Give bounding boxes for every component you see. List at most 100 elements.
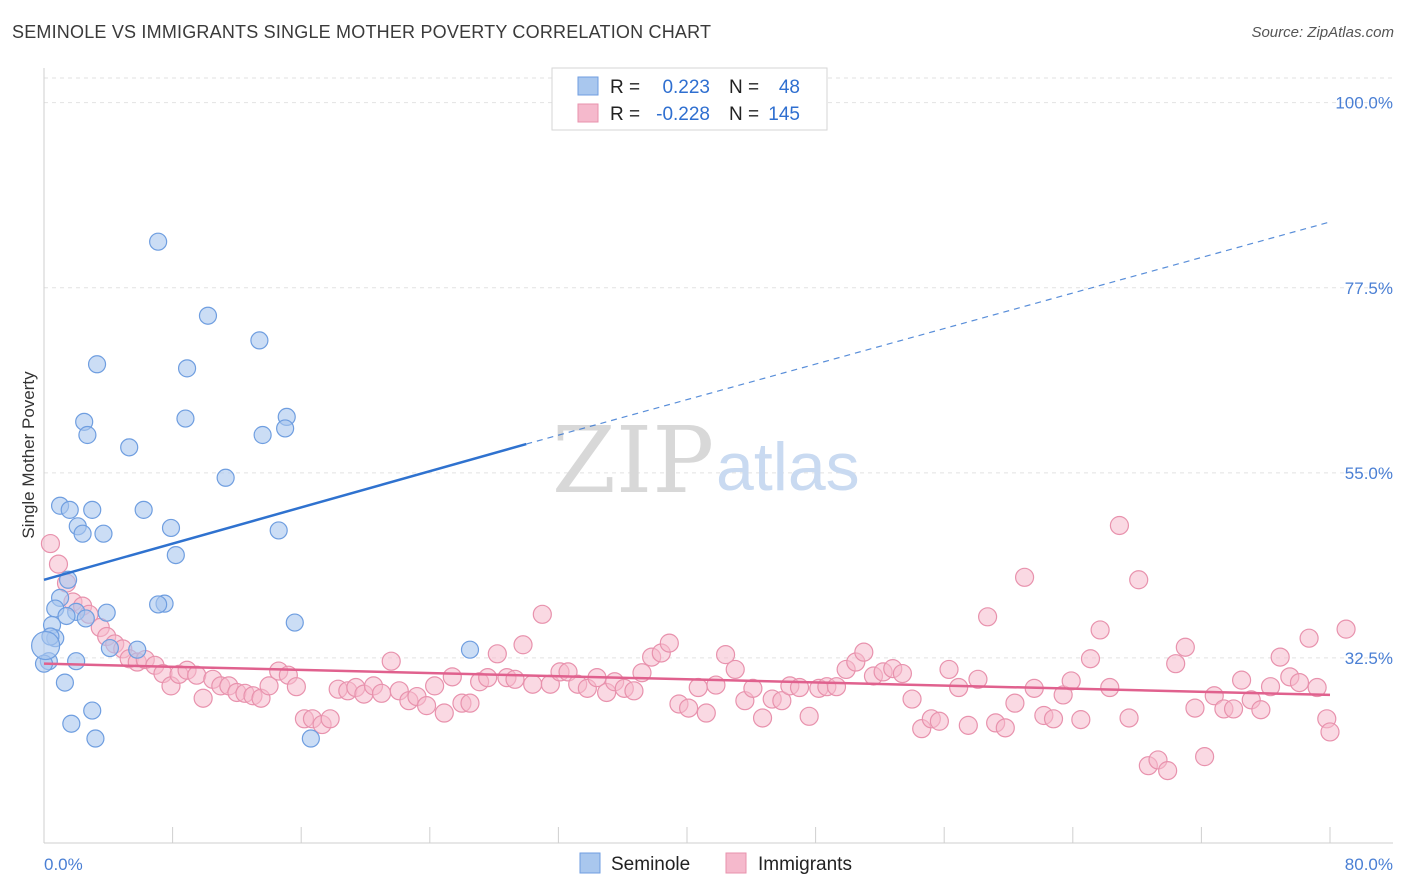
immigrants-point-104 (958, 715, 978, 735)
seminole-point-19 (269, 521, 288, 540)
immigrants-point-125 (1158, 761, 1178, 781)
immigrants-point-57 (523, 674, 543, 694)
immigrants-point-74 (679, 698, 699, 718)
immigrants-point-118 (1090, 620, 1110, 640)
seminole-point-9 (253, 425, 272, 445)
x-tick-right: 80.0% (1345, 855, 1393, 874)
immigrants-point-137 (1270, 647, 1290, 667)
legend-r-value-2: -0.228 (656, 104, 710, 125)
legend-swatch-immigrants (577, 103, 599, 123)
immigrants-point-41 (381, 651, 401, 671)
seminole-point-16 (134, 500, 153, 519)
immigrants-point-119 (1100, 677, 1120, 698)
immigrants-point-133 (1231, 670, 1252, 690)
immigrants-point-103 (949, 677, 969, 698)
immigrants-point-102 (939, 659, 959, 680)
seminole-point-0 (149, 232, 168, 251)
seminole-point-14 (60, 500, 79, 519)
seminole-point-21 (94, 524, 113, 543)
immigrants-point-120 (1109, 515, 1130, 536)
immigrants-point-116 (1071, 710, 1091, 730)
immigrants-point-113 (1043, 709, 1064, 729)
immigrants-point-110 (1014, 567, 1035, 587)
immigrants-point-87 (799, 706, 819, 726)
immigrants-point-121 (1119, 708, 1139, 728)
immigrants-point-78 (715, 645, 736, 665)
immigrants-point-136 (1260, 677, 1281, 697)
immigrants-point-117 (1080, 649, 1101, 669)
seminole-point-15 (83, 500, 102, 519)
immigrants-point-68 (624, 681, 644, 701)
immigrants-point-105 (968, 669, 988, 689)
x-tick-left: 0.0% (44, 855, 83, 874)
immigrants-point-47 (434, 703, 454, 723)
seminole-point-29 (57, 606, 76, 626)
legend-n-value-2: 145 (768, 104, 800, 125)
seminole-trend-line (43, 442, 527, 581)
legend-swatch-seminole (577, 76, 599, 96)
y-tick-label-2: 55.0% (1345, 464, 1393, 483)
series-legend: Seminole Immigrants (579, 852, 852, 875)
legend-n-label-1: N = (729, 77, 759, 98)
immigrants-point-143 (1320, 722, 1340, 742)
immigrants-point-126 (1166, 654, 1186, 674)
seminole-point-1 (198, 306, 218, 325)
y-tick-label-1: 77.5% (1345, 279, 1393, 298)
immigrants-point-19 (193, 688, 213, 708)
immigrants-point-135 (1251, 700, 1271, 720)
legend-n-value-1: 48 (779, 77, 800, 98)
immigrants-point-34 (320, 709, 340, 729)
immigrants-point-101 (929, 711, 949, 731)
immigrants-point-98 (902, 689, 922, 709)
immigrants-point-46 (425, 676, 445, 696)
seminole-point-42 (55, 673, 74, 692)
immigrants-point-132 (1223, 699, 1244, 719)
seminole-trend-extension (526, 221, 1331, 445)
y-tick-labels: 100.0% 77.5% 55.0% 32.5% (1335, 94, 1393, 668)
immigrants-point-72 (659, 633, 679, 653)
seminole-point-10 (78, 425, 97, 445)
seminole-point-36 (100, 638, 120, 658)
chart-source: Source: ZipAtlas.com (1251, 24, 1394, 41)
immigrants-point-90 (826, 677, 847, 697)
legend-n-label-2: N = (729, 104, 759, 125)
immigrants-point-115 (1061, 671, 1081, 691)
seminole-point-33 (76, 609, 95, 628)
immigrants-point-58 (532, 604, 552, 624)
seminole-point-38 (460, 640, 480, 659)
immigrants-point-139 (1289, 672, 1310, 693)
immigrants-point-52 (478, 668, 498, 688)
seminole-point-4 (177, 359, 197, 378)
axes (43, 68, 1393, 844)
immigrants-point-55 (505, 669, 525, 689)
immigrants-point-129 (1195, 747, 1215, 767)
seminole-point-18 (161, 518, 181, 538)
immigrants-trend-line (43, 662, 1331, 697)
grid-lines (44, 77, 1393, 659)
series-legend-immigrants: Immigrants (758, 854, 852, 875)
immigrants-point-79 (725, 659, 745, 680)
seminole-point-45 (86, 729, 105, 748)
seminole-point-43 (83, 701, 102, 720)
immigrants-point-45 (416, 696, 437, 716)
seminole-point-11 (120, 438, 139, 457)
seminole-point-20 (73, 524, 92, 543)
legend-r-label-1: R = (610, 77, 640, 98)
immigrants-point-109 (1005, 693, 1025, 713)
y-tick-label-3: 32.5% (1345, 649, 1393, 668)
immigrants-point-53 (487, 644, 507, 664)
correlation-legend: R = 0.223 N = 48 R = -0.228 N = 145 (551, 67, 828, 131)
series-legend-swatch-seminole (579, 852, 601, 874)
seminole-point-6 (176, 409, 195, 428)
trend-lines (43, 221, 1331, 697)
series-legend-swatch-immigrants (725, 852, 747, 874)
seminole-point-8 (276, 419, 295, 438)
immigrants-point-50 (460, 693, 480, 713)
watermark-zip: ZIP (552, 407, 714, 514)
legend-r-value-1: 0.223 (662, 77, 710, 98)
immigrants-point-40 (371, 683, 392, 703)
seminole-point-26 (149, 595, 168, 614)
immigrants-point-127 (1175, 637, 1195, 657)
seminole-points (31, 232, 480, 748)
series-legend-seminole: Seminole (611, 854, 690, 875)
